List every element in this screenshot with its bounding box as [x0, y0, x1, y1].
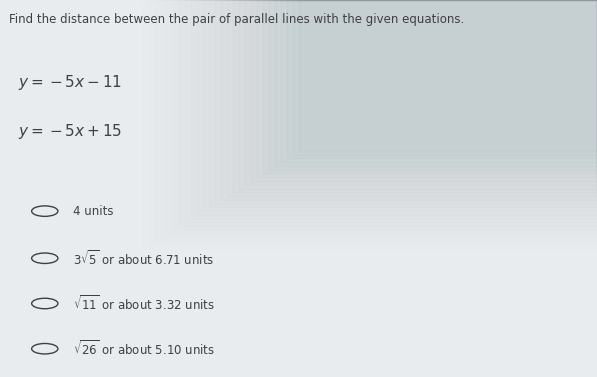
Text: $y = -5x + 15$: $y = -5x + 15$: [18, 123, 122, 141]
Text: $3\sqrt{5}$ or about 6.71 units: $3\sqrt{5}$ or about 6.71 units: [73, 249, 214, 268]
Text: Find the distance between the pair of parallel lines with the given equations.: Find the distance between the pair of pa…: [9, 13, 464, 26]
Text: $y = -5x - 11$: $y = -5x - 11$: [18, 74, 122, 92]
Text: $\sqrt{11}$ or about 3.32 units: $\sqrt{11}$ or about 3.32 units: [73, 294, 215, 313]
Text: 4 units: 4 units: [73, 205, 113, 218]
Text: $\sqrt{26}$ or about 5.10 units: $\sqrt{26}$ or about 5.10 units: [73, 339, 215, 358]
